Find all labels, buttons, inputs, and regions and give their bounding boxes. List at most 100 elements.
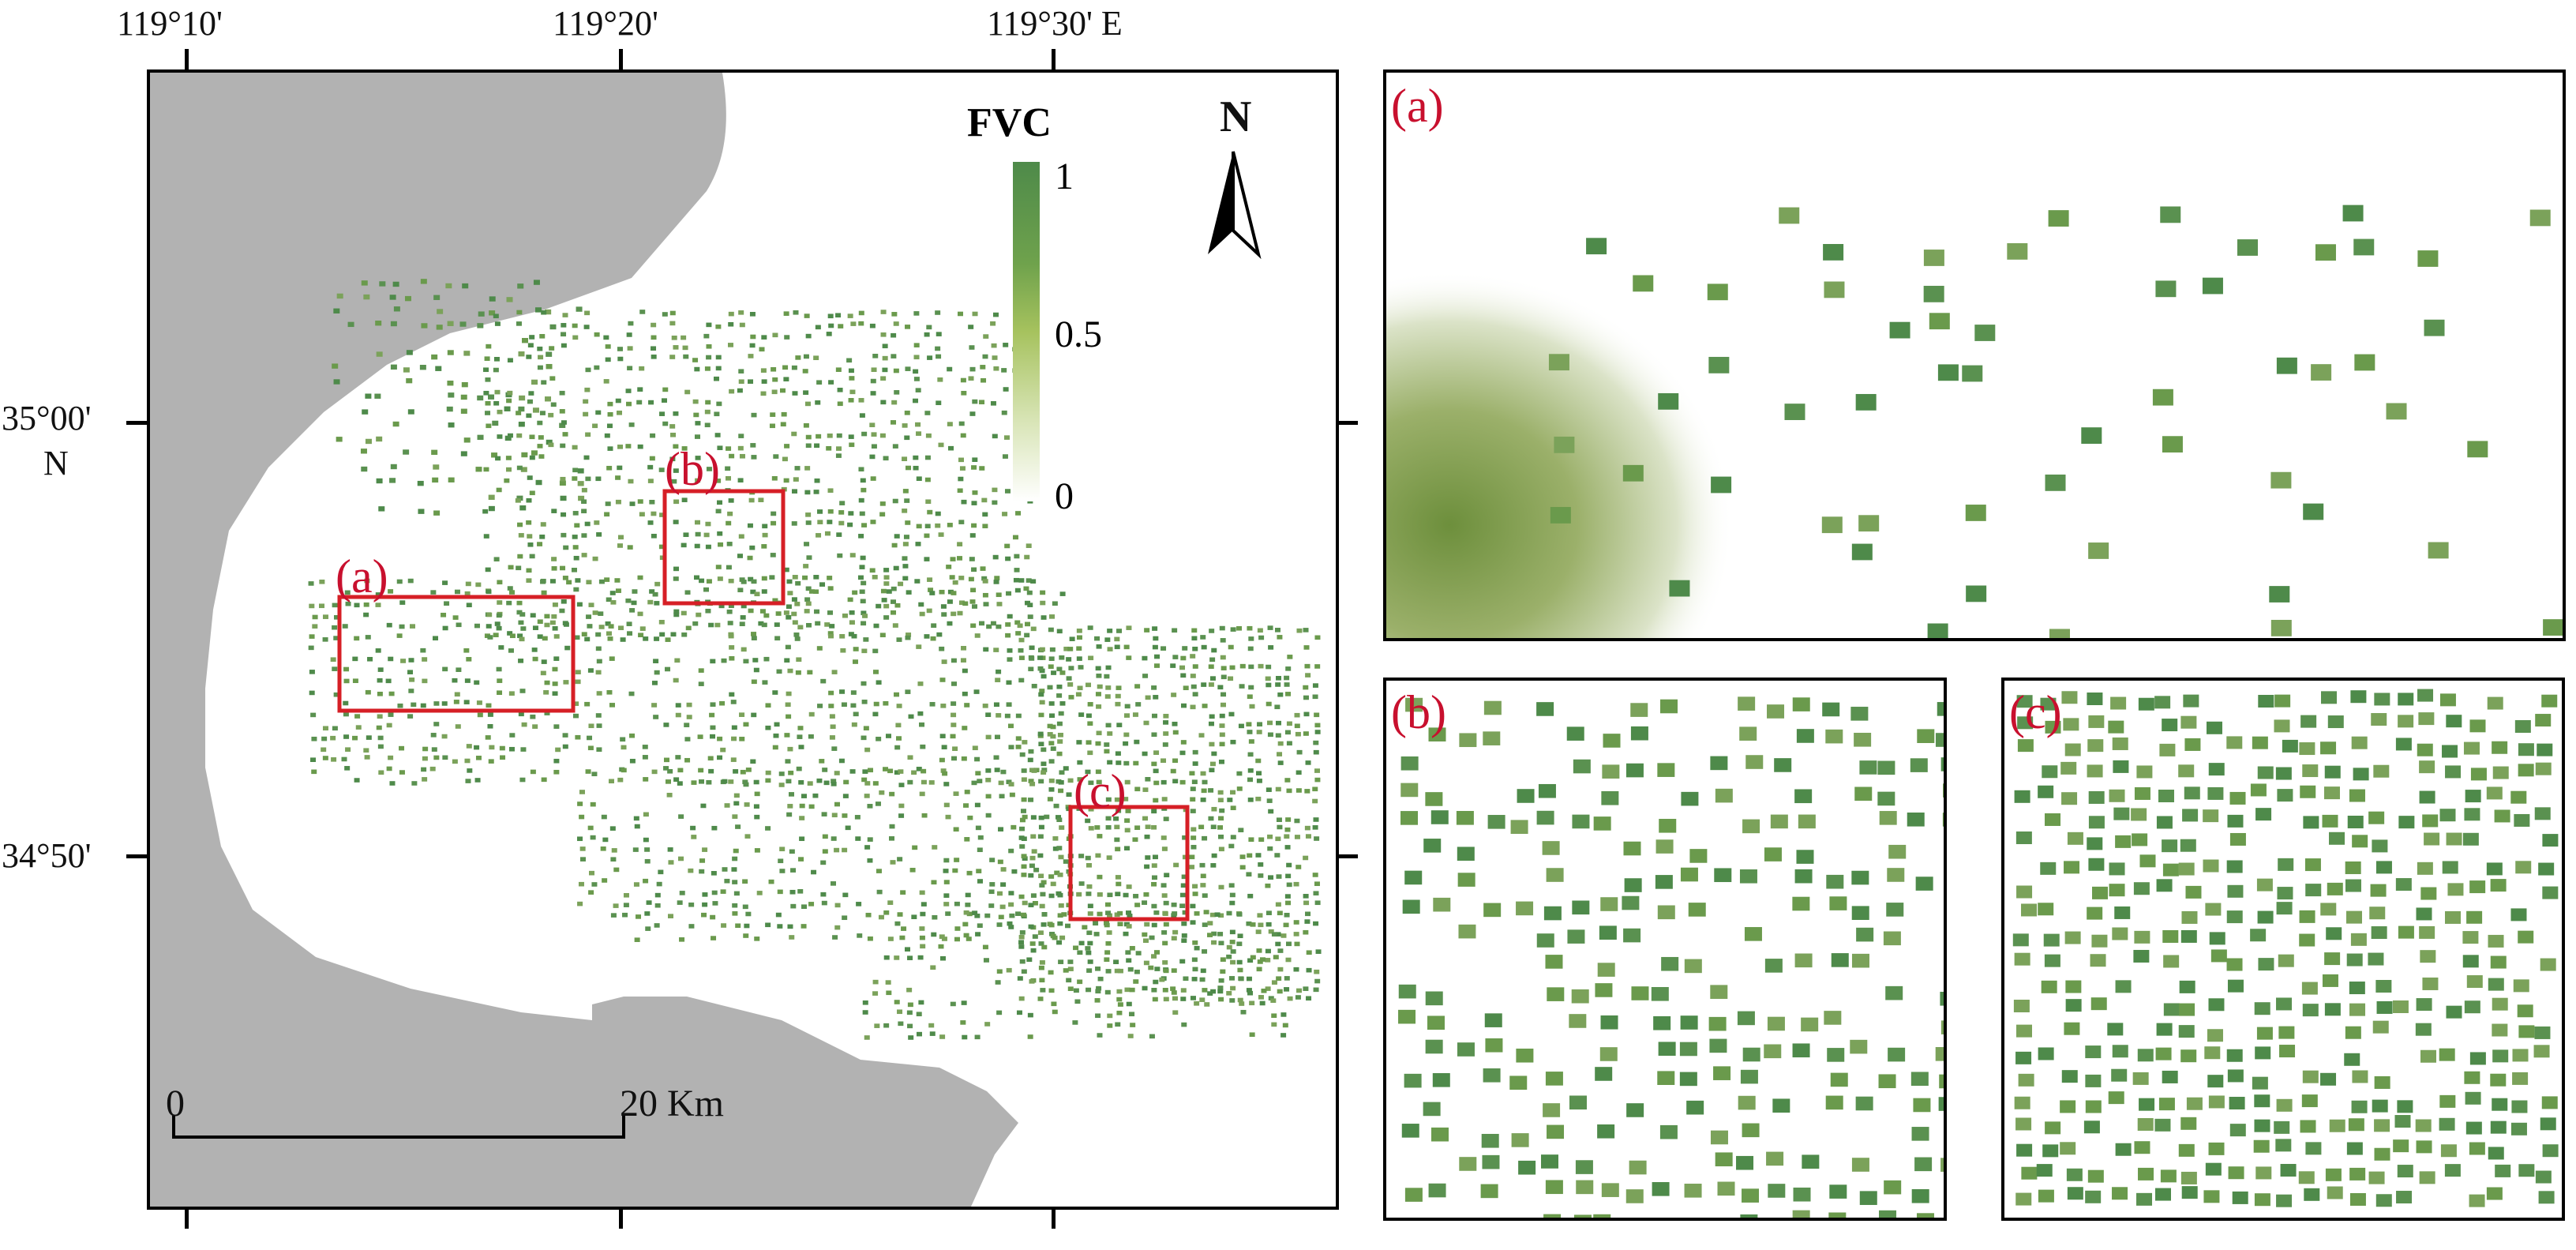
field-parcel: [974, 914, 981, 918]
field-parcel: [1051, 670, 1057, 675]
field-parcel: [1230, 835, 1236, 839]
field-parcel: [1226, 954, 1232, 959]
field-parcel: [2346, 953, 2363, 967]
scale-bar: [172, 1115, 625, 1139]
field-parcel: [2278, 858, 2294, 871]
field-parcel: [493, 367, 499, 373]
field-parcel: [729, 655, 735, 661]
field-parcel: [790, 903, 797, 909]
field-parcel: [1153, 780, 1160, 786]
field-parcel: [1256, 730, 1262, 734]
field-parcel: [733, 891, 740, 896]
field-parcel: [849, 389, 856, 395]
field-parcel: [879, 633, 886, 638]
field-parcel: [992, 554, 999, 560]
field-parcel: [1056, 684, 1063, 689]
field-parcel: [605, 501, 611, 506]
field-parcel: [902, 556, 908, 561]
field-parcel: [820, 892, 827, 897]
field-parcel: [2038, 1189, 2054, 1203]
field-parcel: [1271, 1013, 1277, 1019]
field-parcel: [715, 366, 722, 371]
field-parcel: [906, 633, 912, 637]
field-parcel: [516, 433, 523, 438]
field-parcel: [1153, 636, 1159, 641]
field-parcel: [792, 391, 798, 396]
field-parcel: [936, 400, 942, 406]
field-parcel: [790, 868, 797, 873]
field-parcel: [585, 476, 591, 482]
field-parcel: [2088, 858, 2105, 871]
field-parcel: [868, 768, 874, 773]
field-parcel: [969, 533, 976, 538]
field-parcel: [596, 532, 602, 537]
field-parcel: [1171, 693, 1177, 697]
field-parcel: [1161, 646, 1167, 651]
field-parcel: [2040, 861, 2057, 875]
field-parcel: [962, 726, 968, 730]
field-parcel: [1404, 870, 1423, 885]
field-parcel: [1293, 932, 1299, 937]
field-parcel: [774, 636, 781, 641]
field-parcel: [774, 722, 780, 727]
field-parcel: [883, 456, 889, 461]
field-parcel: [2428, 542, 2449, 559]
field-parcel: [859, 511, 865, 516]
field-parcel: [2085, 1045, 2102, 1059]
field-parcel: [869, 323, 876, 328]
field-parcel: [1019, 826, 1026, 831]
field-parcel: [526, 413, 532, 419]
field-parcel: [2518, 1025, 2535, 1038]
field-parcel: [784, 658, 790, 663]
field-parcel: [851, 722, 857, 727]
field-parcel: [1116, 881, 1122, 887]
field-parcel: [485, 411, 491, 415]
field-parcel: [872, 991, 879, 996]
field-parcel: [1208, 664, 1214, 669]
field-parcel: [908, 714, 914, 719]
field-parcel: [477, 395, 484, 401]
field-parcel: [1209, 741, 1215, 747]
field-parcel: [603, 335, 609, 340]
field-parcel: [541, 590, 547, 595]
field-parcel: [1655, 875, 1673, 889]
field-parcel: [2061, 691, 2078, 704]
field-parcel: [1003, 387, 1009, 392]
field-parcel: [2529, 209, 2551, 227]
field-parcel: [1249, 1000, 1255, 1006]
field-parcel: [520, 626, 527, 631]
field-parcel: [1134, 903, 1141, 907]
field-parcel: [1021, 854, 1027, 859]
field-parcel: [1058, 959, 1064, 964]
field-parcel: [2045, 813, 2061, 826]
field-parcel: [1304, 789, 1310, 794]
field-parcel: [321, 736, 328, 741]
field-parcel: [621, 768, 627, 773]
field-parcel: [838, 510, 845, 515]
field-parcel: [354, 602, 360, 608]
field-parcel: [308, 645, 314, 651]
field-parcel: [996, 891, 1003, 896]
field-parcel: [817, 704, 823, 708]
field-parcel: [508, 565, 514, 570]
field-parcel: [1026, 543, 1032, 548]
field-parcel: [2110, 696, 2127, 710]
field-parcel: [959, 466, 966, 471]
field-parcel: [1271, 932, 1277, 937]
field-parcel: [1039, 960, 1045, 965]
field-parcel: [1004, 543, 1011, 549]
field-parcel: [330, 735, 336, 741]
field-parcel: [2277, 887, 2293, 900]
field-parcel: [1057, 739, 1063, 744]
field-parcel: [731, 736, 737, 741]
field-parcel: [1268, 645, 1274, 650]
field-parcel: [919, 935, 925, 940]
field-parcel: [493, 400, 500, 406]
field-parcel: [739, 322, 745, 328]
field-parcel: [566, 580, 572, 585]
field-parcel: [519, 636, 525, 642]
field-parcel: [677, 900, 683, 905]
field-parcel: [1194, 945, 1200, 951]
field-parcel: [1217, 985, 1224, 990]
field-parcel: [951, 723, 957, 727]
